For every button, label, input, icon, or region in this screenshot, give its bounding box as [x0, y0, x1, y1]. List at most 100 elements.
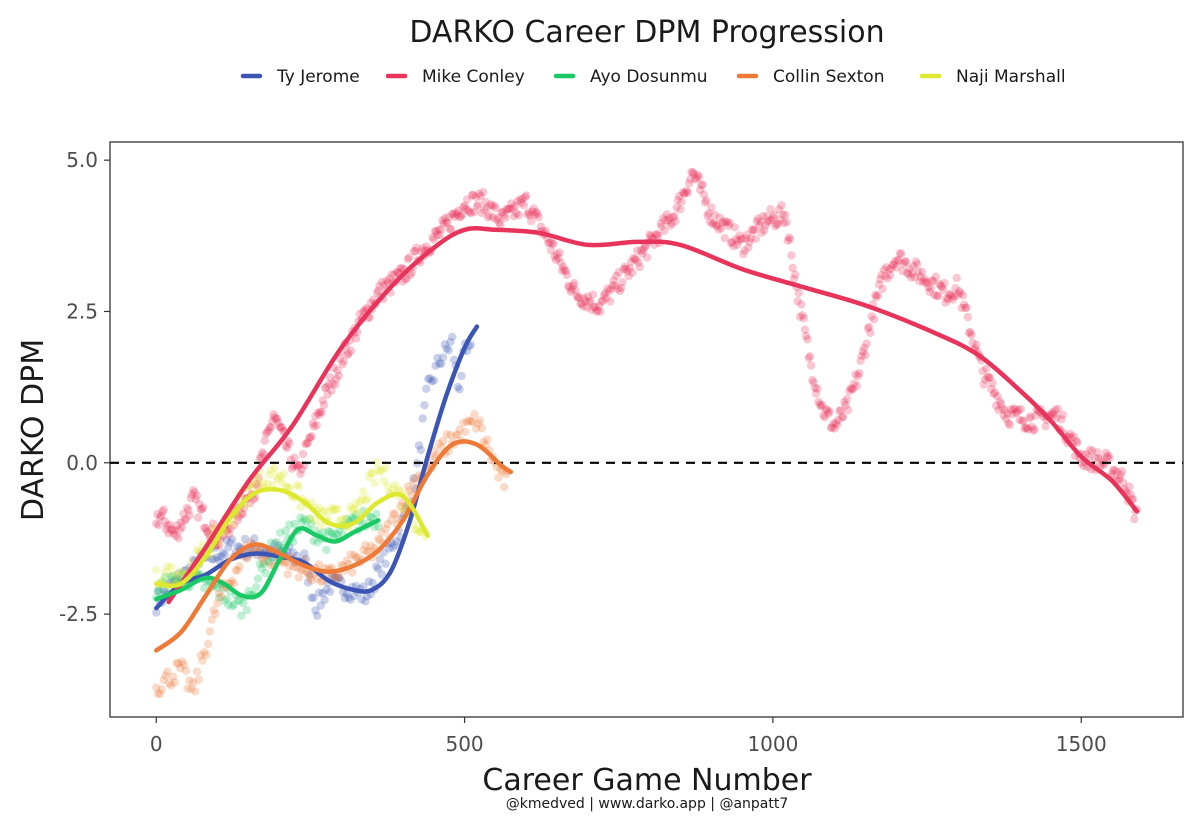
mike-conley-point: [1130, 514, 1139, 524]
ayo-dosunmu-point: [325, 527, 335, 537]
ayo-dosunmu-point: [366, 512, 375, 522]
mike-conley-point: [441, 218, 451, 227]
mike-conley-point: [620, 262, 630, 271]
mike-conley-point: [559, 262, 568, 272]
mike-conley-point: [380, 280, 389, 289]
mike-conley-point: [494, 218, 504, 227]
naji-marshall-point: [270, 463, 279, 473]
naji-marshall-point: [176, 567, 185, 576]
collin-sexton-point: [185, 676, 194, 685]
mike-conley-point: [566, 287, 575, 296]
collin-sexton-point: [499, 482, 509, 492]
ty-jerome-point: [288, 548, 298, 557]
mike-conley-point: [486, 200, 495, 209]
mike-conley-point: [979, 380, 988, 389]
mike-conley-point: [284, 436, 293, 446]
mike-conley-point: [719, 217, 728, 226]
mike-conley-point: [592, 307, 601, 316]
mike-conley-point: [272, 414, 282, 423]
mike-conley-point: [878, 284, 887, 293]
naji-marshall-point: [276, 472, 285, 481]
mike-conley-point: [483, 213, 493, 222]
mike-conley-point: [497, 208, 506, 217]
mike-conley-point: [661, 215, 670, 225]
mike-conley-point: [906, 273, 916, 282]
mike-conley-point: [163, 521, 172, 530]
x-tick-label: 0: [150, 732, 163, 756]
mike-conley-point: [626, 257, 636, 266]
collin-sexton-point: [314, 560, 324, 569]
mike-conley-point: [612, 271, 621, 281]
mike-conley-point: [798, 311, 807, 320]
mike-conley-point: [176, 518, 186, 527]
mike-conley-point: [343, 350, 352, 359]
ty-jerome-point: [418, 414, 427, 423]
mike-conley-point: [158, 507, 167, 516]
ty-jerome-point: [449, 355, 459, 364]
mike-conley-point: [377, 277, 387, 287]
ty-jerome-point: [429, 376, 438, 385]
naji-marshall-point: [375, 467, 385, 476]
mike-conley-point: [390, 270, 399, 279]
collin-sexton-point: [377, 528, 387, 537]
ty-jerome-point: [374, 564, 383, 573]
naji-marshall-point: [292, 480, 302, 489]
mike-conley-point: [1021, 423, 1030, 432]
mike-conley-point: [782, 218, 791, 227]
legend-item-naji-marshall: Naji Marshall: [919, 67, 1066, 87]
mike-conley-point: [536, 222, 546, 231]
collin-sexton-point: [464, 416, 474, 425]
mike-conley-point: [663, 216, 673, 225]
ty-jerome-point: [446, 337, 455, 347]
ty-jerome-point: [346, 595, 355, 604]
mike-conley-point: [455, 212, 464, 222]
mike-conley-point: [281, 441, 290, 451]
collin-sexton-point: [170, 678, 179, 687]
y-axis-title: DARKO DPM: [16, 339, 51, 521]
mike-conley-point: [229, 521, 239, 530]
collin-sexton-point: [159, 675, 168, 685]
mike-conley-point: [187, 490, 197, 499]
mike-conley-point: [480, 205, 489, 215]
mike-conley-point: [749, 226, 758, 235]
mike-conley-point: [678, 188, 688, 197]
mike-conley-point: [287, 464, 297, 473]
mike-conley-point: [703, 211, 712, 220]
mike-conley-point: [1004, 418, 1013, 428]
mike-conley-point: [835, 407, 844, 416]
collin-sexton-point: [231, 566, 240, 575]
mike-conley-point: [982, 364, 991, 373]
ty-jerome-point: [224, 543, 233, 552]
mike-conley-point: [587, 305, 596, 314]
mike-conley-point: [751, 234, 760, 243]
ayo-dosunmu-point: [227, 602, 237, 611]
collin-sexton-point: [189, 678, 198, 687]
mike-conley-point: [925, 287, 934, 297]
mike-conley-point: [477, 208, 487, 218]
naji-marshall-point: [390, 481, 400, 490]
mike-conley-point: [258, 448, 267, 457]
mike-conley-point: [905, 264, 914, 274]
mike-conley-point: [667, 218, 676, 228]
collin-sexton-point: [192, 667, 202, 676]
ayo-dosunmu-point: [257, 564, 266, 573]
mike-conley-point: [837, 413, 847, 422]
mike-conley-point: [224, 530, 234, 539]
mike-conley-point: [931, 272, 940, 281]
mike-conley-point: [1027, 422, 1037, 431]
mike-conley-point: [889, 260, 898, 269]
collin-sexton-point: [163, 667, 172, 676]
collin-sexton-point: [301, 567, 311, 576]
ty-jerome-point: [307, 593, 316, 602]
mike-conley-point: [767, 216, 776, 225]
collin-sexton-point: [350, 550, 359, 560]
mike-conley-point: [510, 202, 520, 211]
mike-conley-point: [779, 218, 789, 228]
mike-conley-point: [593, 306, 602, 315]
mike-conley-point: [512, 209, 521, 218]
mike-conley-point: [871, 291, 880, 300]
mike-conley-point: [226, 524, 235, 534]
mike-conley-point: [756, 217, 765, 227]
mike-conley-point: [634, 258, 643, 267]
